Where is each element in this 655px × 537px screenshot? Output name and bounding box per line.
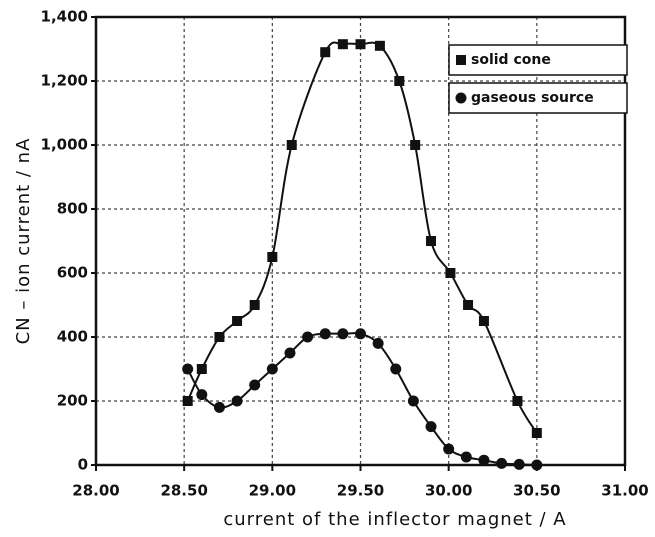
marker xyxy=(460,451,472,463)
marker xyxy=(182,396,193,406)
x-tick-label: 28.50 xyxy=(160,482,207,500)
y-tick-label: 1,200 xyxy=(41,72,88,90)
marker xyxy=(513,458,525,470)
marker xyxy=(407,395,419,407)
y-axis-label: CN – ion current / nA xyxy=(13,138,34,345)
y-tick-label: 800 xyxy=(57,200,88,218)
marker xyxy=(286,140,297,150)
marker xyxy=(531,459,543,471)
marker xyxy=(374,40,385,51)
x-tick-label: 30.50 xyxy=(513,482,560,500)
legend-box xyxy=(448,82,628,114)
marker xyxy=(232,316,243,326)
marker xyxy=(456,55,466,65)
marker xyxy=(478,316,489,326)
x-tick-label: 31.00 xyxy=(601,482,648,500)
legend-label: gaseous source xyxy=(471,90,594,106)
y-tick-label: 600 xyxy=(57,264,88,282)
marker xyxy=(531,428,542,438)
marker xyxy=(463,300,474,310)
marker xyxy=(319,328,331,340)
marker xyxy=(478,454,490,466)
marker xyxy=(337,328,349,340)
marker xyxy=(426,236,437,246)
marker xyxy=(249,300,260,310)
y-tick-label: 1,000 xyxy=(41,136,88,154)
y-tick-label: 400 xyxy=(57,328,88,346)
y-tick-label: 1,400 xyxy=(41,8,88,26)
marker xyxy=(231,395,243,407)
marker xyxy=(267,252,278,262)
marker xyxy=(512,396,523,406)
marker xyxy=(496,457,508,469)
marker xyxy=(266,363,278,375)
y-tick-label: 0 xyxy=(78,456,88,474)
marker xyxy=(372,337,384,349)
marker xyxy=(196,389,208,401)
x-axis-label: current of the inflector magnet / A xyxy=(223,509,566,530)
marker xyxy=(425,421,437,433)
legend-box xyxy=(448,44,628,76)
x-tick-label: 28.00 xyxy=(72,482,119,500)
marker xyxy=(337,39,348,50)
marker xyxy=(182,363,194,375)
marker xyxy=(455,92,467,104)
marker xyxy=(390,363,402,375)
marker xyxy=(355,39,366,50)
marker xyxy=(443,443,455,455)
marker xyxy=(320,47,331,58)
marker xyxy=(445,268,456,278)
x-tick-label: 30.00 xyxy=(425,482,472,500)
x-tick-label: 29.50 xyxy=(337,482,384,500)
legend-label: solid cone xyxy=(471,52,551,68)
marker xyxy=(302,331,314,343)
x-tick-label: 29.00 xyxy=(249,482,296,500)
marker xyxy=(213,401,225,413)
marker xyxy=(249,379,261,391)
marker xyxy=(196,364,207,374)
marker xyxy=(355,328,366,340)
marker xyxy=(410,140,421,150)
marker xyxy=(214,332,225,342)
plot-frame xyxy=(94,15,627,467)
marker xyxy=(394,76,405,86)
marker xyxy=(284,347,296,359)
y-tick-label: 200 xyxy=(57,392,88,410)
